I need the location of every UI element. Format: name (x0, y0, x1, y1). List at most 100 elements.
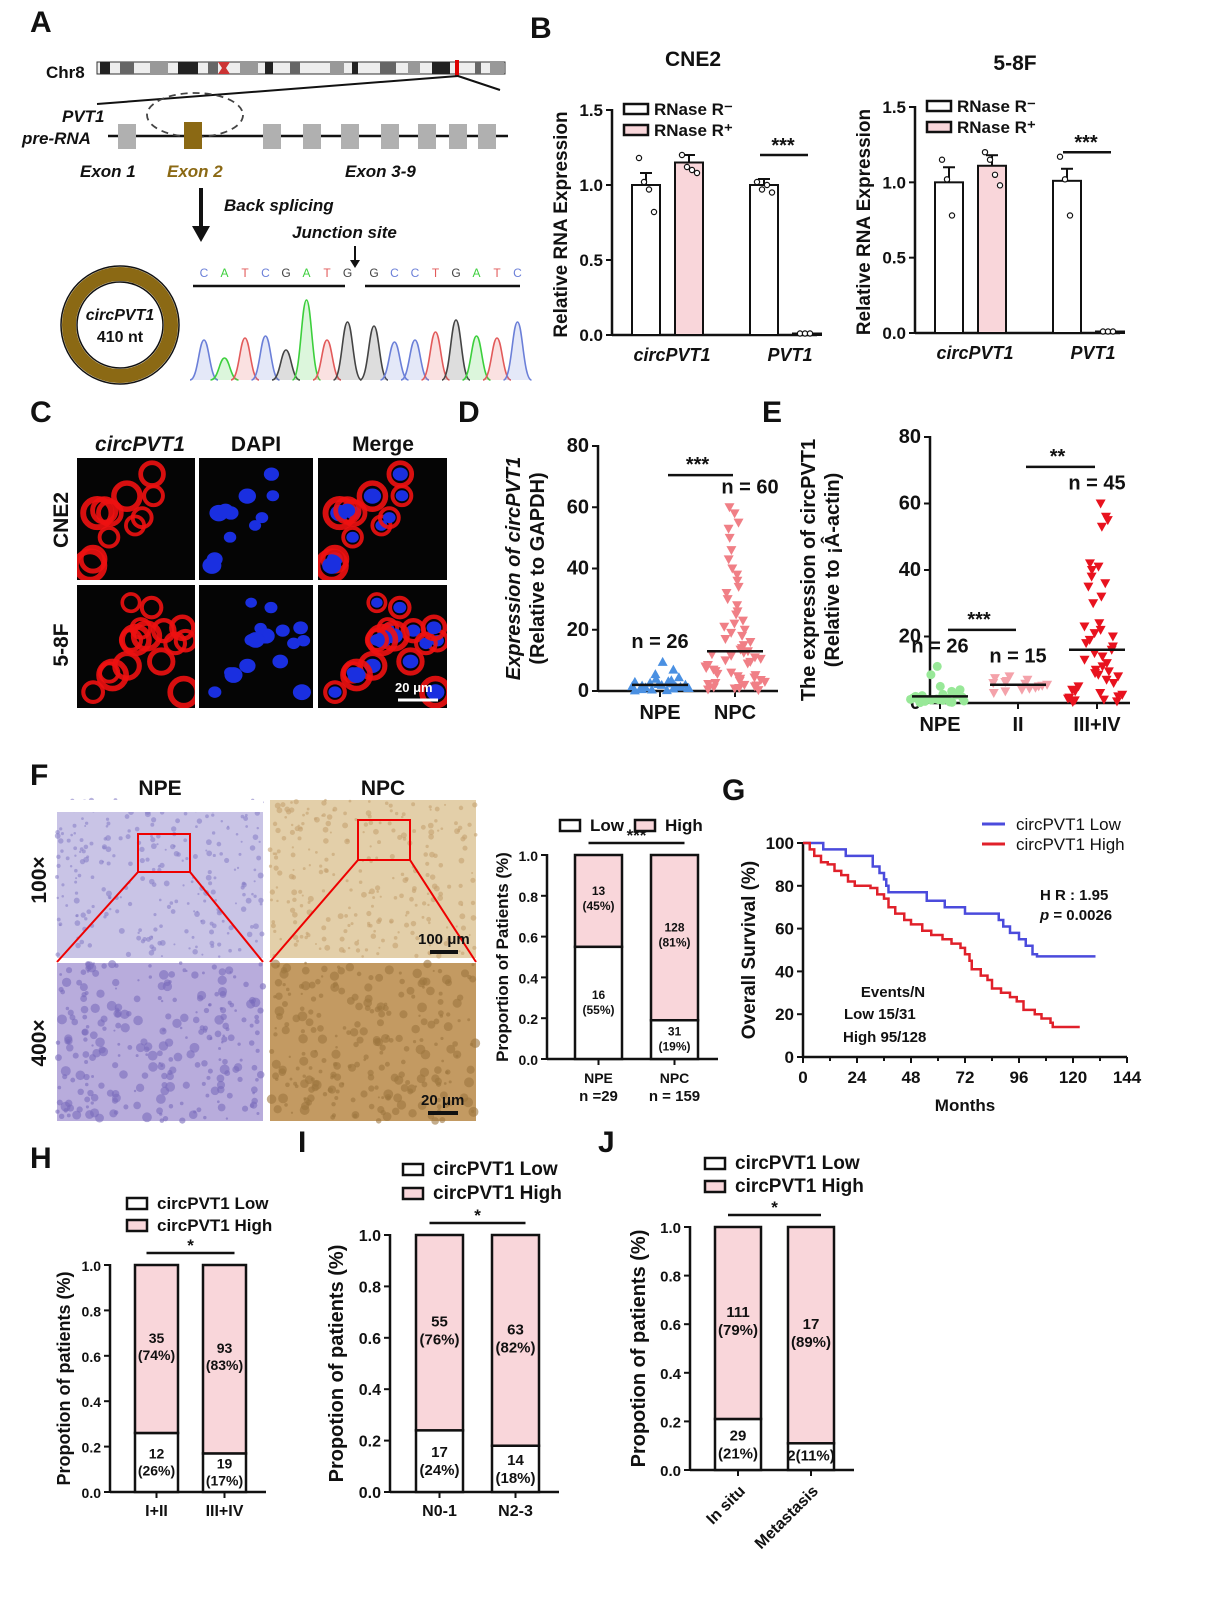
tissue-texture (79, 850, 82, 854)
data-point-NPC (732, 672, 743, 682)
tissue-texture (387, 821, 392, 826)
tissue-texture (376, 890, 379, 893)
tissue-texture (123, 1104, 129, 1110)
tissue-texture (92, 1049, 101, 1058)
data-point-III+IV (1095, 499, 1106, 509)
low-pct-label: (18%) (495, 1470, 535, 1487)
tissue-texture (407, 1084, 417, 1093)
tissue-texture (275, 992, 283, 1000)
tissue-texture (368, 1085, 375, 1092)
tissue-texture (349, 888, 353, 892)
x-axis-label: Months (935, 1096, 995, 1115)
tissue-texture (60, 1066, 71, 1077)
tissue-texture (128, 861, 133, 867)
tissue-texture (402, 837, 407, 841)
tissue-texture (324, 944, 331, 951)
y-tick-label: 0 (785, 1048, 794, 1067)
tissue-texture (376, 952, 380, 956)
tissue-texture (219, 1064, 230, 1075)
low-pct-label: (21%) (718, 1445, 758, 1462)
data-point-III+IV (1100, 512, 1111, 522)
panel-label-d: D (458, 396, 480, 429)
peak-G (359, 325, 389, 381)
tissue-texture (428, 944, 432, 947)
chromosome-band (380, 62, 396, 74)
cytoplasm-stain (364, 627, 389, 653)
data-point-III+IV (1098, 695, 1109, 705)
tissue-texture (119, 896, 122, 899)
tissue-texture (401, 812, 406, 817)
tissue-texture (437, 895, 444, 901)
tissue-texture (166, 904, 172, 909)
bar-high-I+II (133, 1263, 180, 1435)
tissue-texture (318, 993, 324, 998)
tissue-texture (325, 917, 331, 922)
tissue-texture (160, 955, 163, 958)
data-point-NPC (732, 570, 743, 580)
high-pct-label: (79%) (718, 1322, 758, 1339)
data-point-NPC (702, 660, 713, 670)
tissue-texture (349, 1028, 359, 1037)
legend-label: Low (590, 816, 625, 835)
tissue-texture (101, 963, 107, 969)
tissue-texture (248, 1040, 255, 1046)
tissue-texture (395, 1034, 403, 1043)
data-point (986, 156, 994, 163)
x-category-label: I+II (145, 1503, 168, 1520)
tissue-texture (62, 1074, 68, 1080)
base-A: A (220, 266, 228, 280)
tissue-texture (134, 826, 140, 832)
legend-label: circPVT1 High (157, 1216, 272, 1235)
tissue-texture (406, 986, 415, 995)
tissue-texture (343, 929, 348, 934)
tissue-texture (391, 1107, 400, 1116)
low-pct-label: (55%) (582, 1003, 614, 1017)
tissue-texture (179, 1101, 184, 1106)
tissue-texture (195, 1011, 198, 1014)
data-point-NPC (732, 576, 743, 586)
tissue-texture (163, 880, 170, 887)
tissue-texture (101, 860, 105, 863)
tissue-texture (257, 1007, 264, 1014)
panel-label-j: J (598, 1126, 615, 1159)
y-tick-label: 0.5 (579, 251, 603, 270)
data-point-III+IV (1111, 697, 1122, 707)
tissue-texture (289, 1077, 293, 1081)
data-point-NPC (722, 595, 733, 605)
tissue-texture (57, 1014, 67, 1025)
tissue-texture (405, 1079, 411, 1085)
tissue-texture (389, 854, 395, 860)
tissue-texture (287, 992, 292, 996)
tissue-texture (336, 965, 341, 969)
tissue-texture (307, 1094, 315, 1102)
tissue-texture (355, 948, 361, 953)
data-point-NPC (737, 616, 748, 626)
tissue-texture (458, 950, 461, 953)
tissue-texture (379, 1044, 386, 1051)
nucleus-stain (347, 667, 366, 683)
tissue-texture (207, 1068, 213, 1074)
tissue-texture (172, 997, 177, 1003)
tissue-texture (417, 1002, 427, 1013)
tissue-texture (83, 844, 89, 850)
tissue-texture (426, 986, 435, 996)
tissue-texture (90, 1093, 99, 1102)
tissue-texture (297, 826, 304, 832)
tissue-texture (54, 833, 61, 839)
y-tick-label: 0.6 (82, 1349, 102, 1365)
tissue-texture (91, 1044, 94, 1047)
chart-i: 0.0 0.2 0.4 0.6 0.8 1.0 Propotion of patients … (326, 1159, 562, 1520)
tissue-texture (217, 942, 222, 947)
tissue-texture (270, 959, 281, 969)
tissue-texture (468, 934, 471, 937)
tissue-texture (318, 947, 322, 950)
tissue-texture (193, 910, 196, 913)
tissue-texture (440, 1091, 448, 1100)
tissue-texture (425, 872, 430, 878)
nucleus-stain (217, 503, 234, 518)
tissue-texture (86, 855, 90, 859)
x-tick-label: 24 (848, 1068, 867, 1087)
tissue-texture (414, 903, 418, 907)
legend-label: circPVT1 Low (157, 1194, 269, 1213)
tissue-texture (258, 840, 261, 843)
